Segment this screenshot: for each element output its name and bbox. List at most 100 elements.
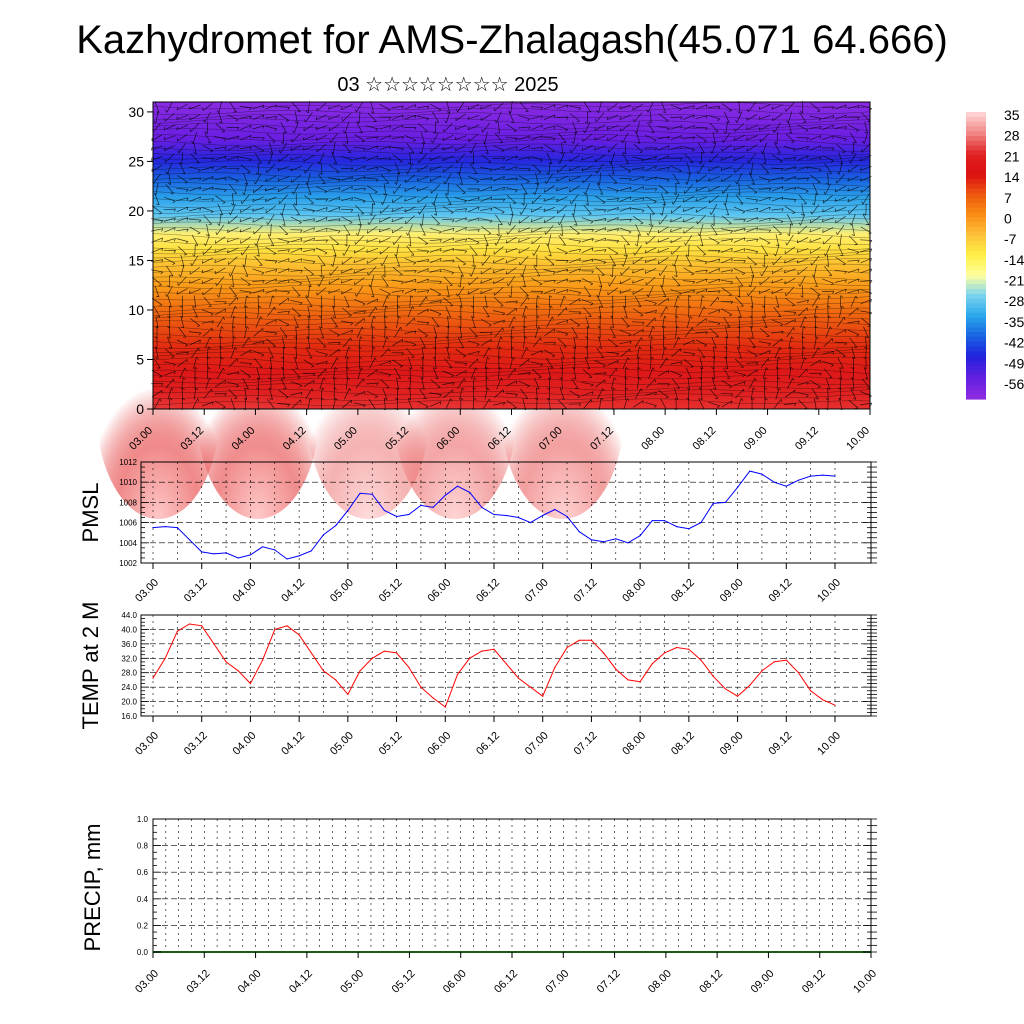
pmsl-point <box>834 475 836 477</box>
pmsl-point <box>469 491 471 493</box>
x-tick-label: 08.12 <box>697 968 725 996</box>
colorbar-segment <box>966 269 986 276</box>
pmsl-point <box>639 535 641 537</box>
pmsl-point <box>724 501 727 503</box>
colorbar-segment <box>966 384 986 391</box>
colorbar-label: -42 <box>1004 335 1024 351</box>
y-tick-label: 0.2 <box>137 921 149 930</box>
temp2m-point <box>688 648 690 650</box>
x-tick-label: 09.00 <box>718 730 746 758</box>
y-tick-label: 1.0 <box>137 815 149 824</box>
y-tick-label: 28.0 <box>121 669 137 678</box>
temp2m-point <box>529 686 532 688</box>
y-tick-label: 0.8 <box>137 842 149 851</box>
pmsl-point <box>262 546 264 548</box>
colorbar-segment <box>966 322 986 328</box>
colorbar-segment <box>966 355 986 362</box>
pmsl-point <box>201 551 203 553</box>
colorbar-segment <box>966 365 986 371</box>
x-tick-label: 09.12 <box>793 425 821 453</box>
pmsl-point <box>286 558 288 560</box>
pmsl-point <box>822 474 824 476</box>
y-tick-label: 1006 <box>119 519 137 528</box>
pmsl-point <box>188 539 191 541</box>
pmsl-point <box>566 515 568 518</box>
colorbar-segment <box>966 255 986 261</box>
temp2m-point <box>785 659 787 661</box>
pmsl-point <box>176 527 178 529</box>
chart-subtitle: 03 ☆☆☆☆☆☆☆☆ 2025 <box>337 74 559 96</box>
temp2m-point <box>469 657 471 659</box>
colorbar-segment <box>966 188 986 194</box>
colorbar-segment <box>966 274 986 281</box>
x-tick-label: 09.12 <box>800 968 828 996</box>
pmsl-point <box>237 557 239 559</box>
temp2m-point <box>505 663 507 665</box>
colorbar-segment <box>966 351 986 357</box>
pmsl-point <box>542 514 544 517</box>
pmsl-point <box>213 553 215 555</box>
colorbar-segment <box>966 346 986 352</box>
colorbar-label: 21 <box>1004 148 1020 164</box>
colorbar-segment <box>966 198 986 204</box>
pmsl-point <box>383 509 385 512</box>
pmsl-point <box>651 520 653 522</box>
temp2m-point <box>590 639 593 641</box>
temp2m-point <box>724 688 727 690</box>
x-tick-label: 05.00 <box>338 968 366 996</box>
colorbar-segment <box>966 231 986 237</box>
temp2m-point <box>639 681 641 683</box>
pmsl-point <box>298 555 300 557</box>
colorbar-segment <box>966 332 986 338</box>
temp2m-point <box>347 693 349 696</box>
colorbar-segment <box>966 279 986 285</box>
temp2m-point <box>383 650 385 652</box>
x-tick-label: 04.12 <box>287 968 315 996</box>
pmsl-point <box>810 475 812 477</box>
x-tick-label: 06.12 <box>474 577 502 605</box>
colorbar-segment <box>966 116 986 123</box>
pmsl-point <box>663 520 666 522</box>
pmsl-point <box>676 526 678 528</box>
colorbar-segment <box>966 236 986 242</box>
colorbar-label: -49 <box>1004 355 1024 371</box>
y-tick-label: 16.0 <box>121 712 137 721</box>
colorbar-segment <box>966 250 986 257</box>
colorbar-label: -56 <box>1004 376 1024 392</box>
pmsl-point <box>578 531 580 533</box>
temp2m-point <box>797 672 800 674</box>
x-tick-label: 03.12 <box>182 730 210 758</box>
x-tick-label: 07.00 <box>523 730 551 758</box>
pmsl-point <box>432 506 434 508</box>
pmsl-point <box>688 528 690 530</box>
y-tick-label: 30 <box>128 104 144 120</box>
temp2m-point <box>566 646 568 649</box>
colorbar-segment <box>966 140 986 147</box>
colorbar-segment <box>966 226 986 233</box>
pmsl-point <box>310 550 312 552</box>
y-tick-label: 15 <box>128 252 144 268</box>
colorbar-label: -35 <box>1004 314 1024 330</box>
y-tick-label: 0.0 <box>137 948 149 957</box>
temp2m-point <box>542 695 544 697</box>
temp2m-point <box>310 652 312 654</box>
temp2m-point <box>188 623 191 625</box>
pmsl-point <box>627 542 629 544</box>
pmsl-point <box>335 525 337 527</box>
colorbar-segment <box>966 150 986 156</box>
colorbar-segment <box>966 217 986 223</box>
colorbar-label: 7 <box>1004 190 1012 206</box>
colorbar-segment <box>966 145 986 151</box>
temp2m-point <box>371 657 373 659</box>
colorbar-segment <box>966 394 986 400</box>
pmsl-point <box>481 506 483 508</box>
colorbar-segment <box>966 159 986 166</box>
temp2m-point <box>322 670 325 672</box>
temp2m-point <box>822 699 824 701</box>
temp2m-point <box>749 684 751 686</box>
colorbar-segment <box>966 370 986 376</box>
precip-grid <box>152 818 872 953</box>
isotherm-lines <box>152 102 871 407</box>
pmsl-point <box>274 549 276 551</box>
x-tick-label: 09.12 <box>766 730 794 758</box>
